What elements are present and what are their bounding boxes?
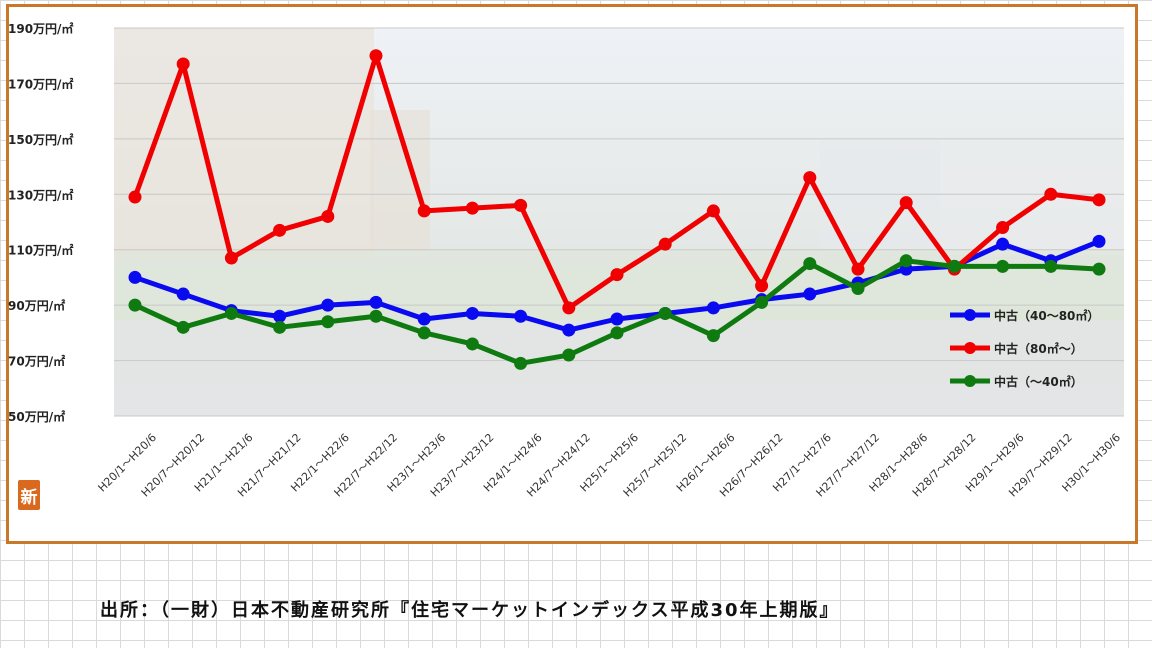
data-point: [417, 312, 431, 326]
data-point: [273, 320, 287, 334]
data-point: [706, 204, 720, 218]
data-point: [803, 257, 817, 271]
data-point: [128, 270, 142, 284]
data-point: [369, 309, 383, 323]
data-point: [562, 323, 576, 337]
legend-marker: [964, 342, 976, 354]
data-point: [610, 312, 624, 326]
data-point: [128, 190, 142, 204]
data-point: [706, 329, 720, 343]
data-point: [658, 306, 672, 320]
data-point: [610, 326, 624, 340]
y-tick-label: 130万円/㎡: [8, 187, 73, 202]
y-tick-label: 170万円/㎡: [8, 76, 73, 91]
data-point: [369, 49, 383, 63]
data-point: [803, 171, 817, 185]
legend-marker: [964, 375, 976, 387]
plot-background: [114, 28, 1124, 416]
data-point: [417, 204, 431, 218]
data-point: [321, 209, 335, 223]
data-point: [465, 337, 479, 351]
data-point: [465, 306, 479, 320]
data-point: [465, 201, 479, 215]
data-point: [899, 254, 913, 268]
y-axis: 50万円/㎡ 70万円/㎡ 90万円/㎡ 110万円/㎡ 130万円/㎡ 150万円/㎡ 1…: [8, 21, 73, 424]
data-point: [610, 268, 624, 282]
data-point: [273, 309, 287, 323]
data-point: [176, 287, 190, 301]
y-tick-label: 50万円/㎡: [8, 409, 65, 424]
source-caption: 出所：（一財）日本不動産研究所『住宅マーケットインデックス平成30年上期版』: [100, 600, 840, 621]
data-point: [514, 309, 528, 323]
y-tick-label: 190万円/㎡: [8, 21, 73, 36]
data-point: [851, 282, 865, 296]
data-point: [369, 295, 383, 309]
new-badge-icon: 新: [18, 480, 40, 510]
data-point: [128, 298, 142, 312]
data-point: [1044, 259, 1058, 273]
data-point: [1044, 187, 1058, 201]
y-tick-label: 150万円/㎡: [8, 132, 73, 147]
legend: 中古（40～80㎡） 中古（80㎡～） 中古（～40㎡）: [950, 308, 1099, 389]
data-point: [514, 356, 528, 370]
legend-label: 中古（40～80㎡）: [994, 308, 1099, 323]
data-point: [273, 223, 287, 237]
legend-label: 中古（80㎡～）: [994, 341, 1083, 356]
data-point: [224, 251, 238, 265]
data-point: [1092, 262, 1106, 276]
data-point: [947, 259, 961, 273]
data-point: [1092, 193, 1106, 207]
data-point: [996, 259, 1010, 273]
series-lines: [128, 49, 1106, 370]
y-tick-label: 90万円/㎡: [8, 298, 65, 313]
data-point: [321, 298, 335, 312]
data-point: [803, 287, 817, 301]
data-point: [851, 262, 865, 276]
data-point: [417, 326, 431, 340]
grid-lines: [114, 27, 1124, 417]
data-point: [755, 295, 769, 309]
data-point: [562, 348, 576, 362]
data-point: [658, 237, 672, 251]
data-point: [899, 196, 913, 210]
y-tick-label: 110万円/㎡: [8, 243, 73, 258]
legend-marker: [964, 309, 976, 321]
data-point: [562, 301, 576, 315]
data-point: [321, 315, 335, 329]
data-point: [176, 57, 190, 71]
data-point: [755, 279, 769, 293]
data-point: [514, 198, 528, 212]
data-point: [706, 301, 720, 315]
data-point: [996, 237, 1010, 251]
data-point: [176, 320, 190, 334]
legend-label: 中古（～40㎡）: [994, 374, 1083, 389]
data-point: [1092, 234, 1106, 248]
data-point: [224, 306, 238, 320]
x-axis: H20/1～H20/6H20/7～H20/12H21/1～H21/6H21/7～…: [96, 431, 1124, 500]
data-point: [996, 221, 1010, 235]
y-tick-label: 70万円/㎡: [8, 354, 65, 369]
